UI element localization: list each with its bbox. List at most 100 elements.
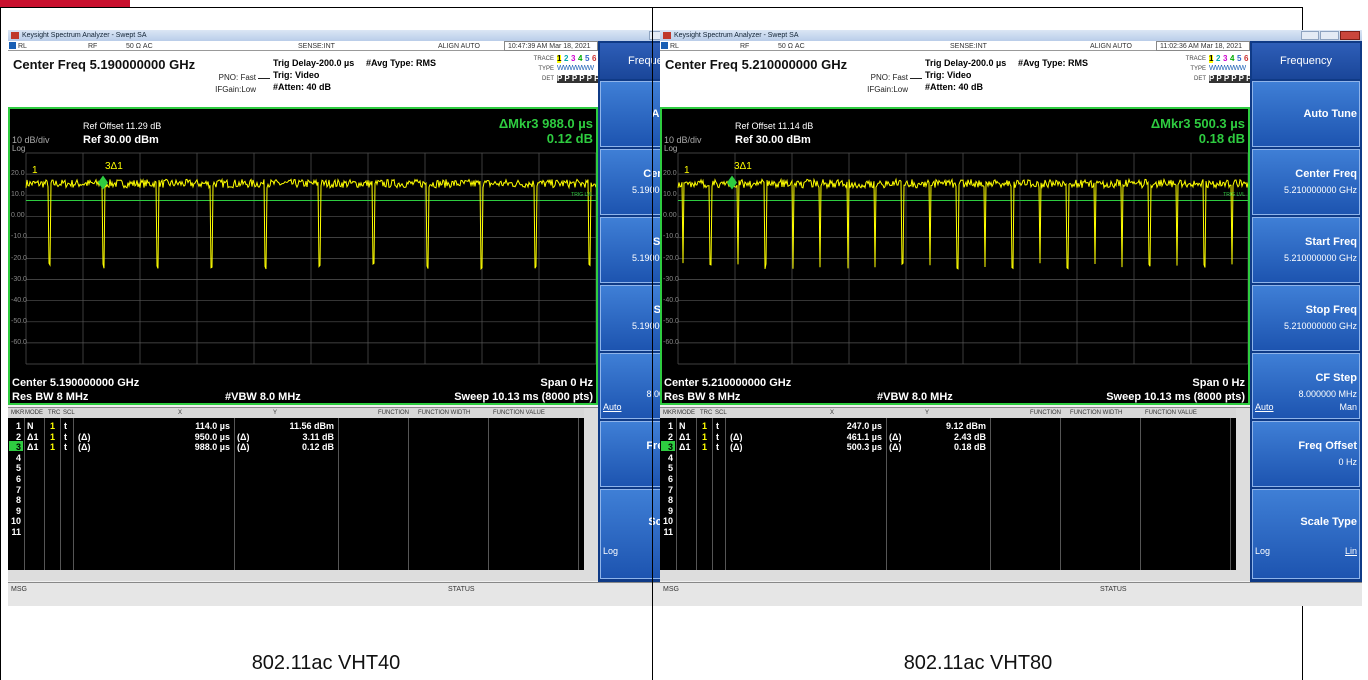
avg-type: #Avg Type: RMS	[1018, 58, 1089, 68]
softkey-value: 5.210000000 GHz	[1283, 253, 1357, 263]
ifgain: IFGain:Low	[215, 85, 256, 94]
avg-type: #Avg Type: RMS	[366, 58, 437, 68]
marker-y: 9.12 dBm	[945, 421, 986, 431]
y-label: 20.0	[11, 170, 25, 178]
header	[8, 51, 598, 107]
marker-readout: ΔMkr3 500.3 µs	[1150, 116, 1245, 131]
trig-delay: Trig Delay-200.0 µs	[925, 58, 1007, 68]
table-header	[8, 408, 598, 418]
marker-one: 1	[684, 165, 690, 176]
table-column-line	[578, 418, 579, 570]
analyzer-screenshot: Keysight Spectrum Analyzer - Swept SA RL R…	[8, 30, 710, 606]
softkey[interactable]	[1252, 353, 1360, 419]
y-label: -10.0	[663, 233, 679, 241]
softkey[interactable]	[1252, 217, 1360, 283]
table-scrollbar	[584, 408, 598, 570]
softkey-label: Center Freq	[1295, 168, 1357, 180]
trace-num: 4	[578, 54, 583, 63]
status-row	[660, 41, 1250, 51]
trace-num: 6	[592, 54, 597, 63]
marker-number: 3	[667, 442, 673, 453]
ref-level: Ref 30.00 dBm	[735, 134, 811, 146]
marker-scale: t	[716, 442, 719, 453]
softkey[interactable]	[1252, 149, 1360, 215]
marker-number: 5	[667, 463, 673, 474]
table-column-line	[725, 418, 726, 570]
table-header-cell: Y	[273, 410, 278, 416]
msg: MSG	[11, 586, 27, 593]
graph: Ref Offset 11.29 dB 10 dB/div Ref 30.00 dB…	[8, 107, 598, 405]
table-header-cell: FUNCTION WIDTH	[1070, 410, 1123, 416]
graph-svg	[677, 152, 1248, 365]
y-label: -60.0	[11, 338, 27, 346]
table-column-line	[886, 418, 887, 570]
marker-x: 500.3 µs	[846, 442, 882, 453]
y-label: 0.00	[663, 212, 677, 220]
softkey[interactable]	[1252, 489, 1360, 579]
marker-ref: (Δ)	[730, 442, 743, 453]
softkey-label: Stop Freq	[1305, 304, 1357, 316]
window-title: Keysight Spectrum Analyzer - Swept SA	[22, 32, 147, 39]
table-column-line	[488, 418, 489, 570]
marker-scale: t	[716, 431, 719, 442]
y-label: -20.0	[663, 254, 679, 262]
trace-num: 6	[1244, 54, 1249, 63]
marker-mode: Δ1	[679, 442, 691, 453]
marker-x-ref: (Δ)	[237, 431, 250, 442]
status-row	[8, 41, 598, 51]
trace-num: 4	[1230, 54, 1235, 63]
softkey-option: Auto	[1255, 402, 1274, 412]
y-label: -40.0	[663, 296, 679, 304]
y-label: -40.0	[11, 296, 27, 304]
table-column-line	[990, 418, 991, 570]
trace-num: 2	[1216, 54, 1221, 63]
softkey-label: Scale Type	[1300, 516, 1357, 528]
marker-x-ref: (Δ)	[889, 431, 902, 442]
marker-number: 9	[15, 505, 21, 516]
table-column-line	[712, 418, 713, 570]
marker-readout: ΔMkr3 988.0 µs	[498, 116, 593, 131]
table-column-line	[408, 418, 409, 570]
softkey[interactable]	[1252, 81, 1360, 147]
table-header-cell: MKR	[11, 410, 25, 416]
trig-lvl: TRIG LVL	[571, 192, 593, 199]
trig-delay: Trig Delay-200.0 µs	[273, 58, 355, 68]
trace-label: TYPE	[1190, 66, 1206, 72]
marker-y: 3.11 dB	[302, 431, 334, 442]
marker-scale: t	[64, 431, 67, 442]
status: STATUS	[1100, 586, 1127, 593]
marker-number: 8	[15, 495, 21, 506]
status: STATUS	[448, 586, 475, 593]
vbw: #VBW 8.0 MHz	[225, 391, 301, 403]
marker-y: 0.18 dB	[953, 442, 986, 453]
table-header-cell: FUNCTION VALUE	[1145, 410, 1197, 416]
pno-arrow	[258, 78, 270, 79]
softkey[interactable]	[1252, 421, 1360, 487]
trig: Trig: Video	[925, 70, 972, 80]
softkey-value: 5.210000000 GHz	[1283, 185, 1357, 195]
log: Log	[664, 144, 678, 153]
table-column-line	[24, 418, 25, 570]
trace	[677, 177, 1248, 270]
graph: Ref Offset 11.14 dB 10 dB/div Ref 30.00 dB…	[660, 107, 1250, 405]
trace-num: 1	[557, 54, 562, 63]
table-header	[660, 408, 1250, 418]
status-bar	[660, 582, 1362, 606]
y-label: -30.0	[663, 275, 679, 283]
softkey-option: Log	[1255, 546, 1271, 556]
marker-number: 8	[667, 495, 673, 506]
status-bar	[8, 582, 710, 606]
marker-number: 2	[667, 431, 673, 442]
rl-icon	[661, 42, 668, 49]
marker-number: 6	[15, 474, 21, 484]
status-field: SENSE:INT	[950, 43, 987, 50]
marker-x: 247.0 µs	[846, 421, 882, 431]
trace-label: DET	[1194, 76, 1206, 82]
y-label: 0.00	[11, 212, 25, 220]
marker-table: MKR MODE TRC SCL X Y FUNCTION FUNCTION WIDTH FUN…	[660, 407, 1250, 581]
res-bw: Res BW 8 MHz	[12, 391, 89, 403]
pno: PNO: Fast	[218, 73, 256, 82]
softkey[interactable]	[1252, 285, 1360, 351]
logo	[0, 0, 130, 8]
trace-label: TRACE	[533, 56, 554, 62]
